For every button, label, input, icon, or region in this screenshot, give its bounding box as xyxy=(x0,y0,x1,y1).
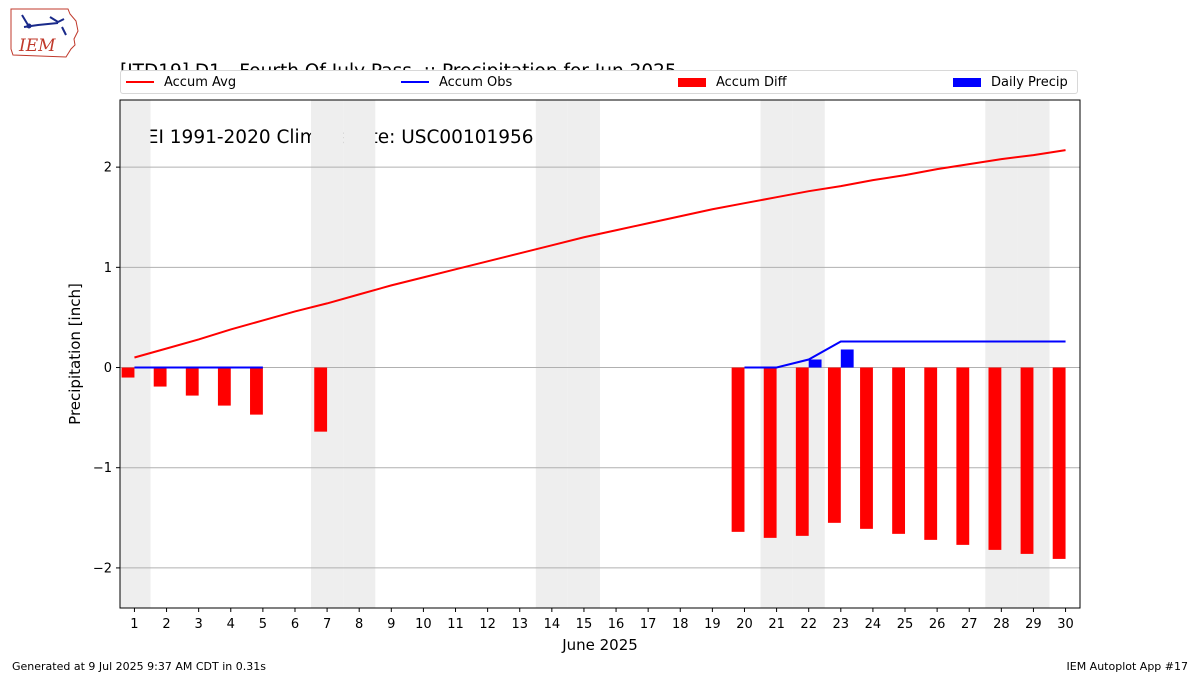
x-tick-label: 3 xyxy=(195,617,203,632)
iowa-map-logo-icon: IEM xyxy=(10,8,79,58)
weekend-band xyxy=(343,100,376,608)
x-tick-label: 5 xyxy=(259,617,267,632)
y-tick-label: −1 xyxy=(93,461,112,476)
iem-logo: IEM xyxy=(8,5,80,59)
y-tick-label: −2 xyxy=(93,561,112,576)
accum-diff-bar xyxy=(153,367,167,387)
chart-legend: Accum Avg Accum Obs Accum Diff Daily Pre… xyxy=(120,70,1078,94)
y-tick-label: 2 xyxy=(104,161,112,176)
x-tick-label: 16 xyxy=(608,617,625,632)
legend-label-accum-obs: Accum Obs xyxy=(439,74,513,90)
x-tick-label: 12 xyxy=(479,617,496,632)
x-tick-label: 1 xyxy=(130,617,138,632)
accum-avg-line xyxy=(134,149,1066,359)
x-tick-label: 27 xyxy=(961,617,978,632)
bars xyxy=(121,349,1066,559)
accum-diff-bar xyxy=(860,367,873,529)
x-tick-label: 20 xyxy=(736,617,753,632)
lines xyxy=(134,149,1066,369)
x-tick-label: 18 xyxy=(672,617,689,632)
x-tick-label: 6 xyxy=(291,617,299,632)
x-tick-label: 14 xyxy=(544,617,561,632)
x-tick-label: 7 xyxy=(323,617,331,632)
weekend-shading xyxy=(120,100,1050,608)
x-tick-label: 30 xyxy=(1057,617,1074,632)
daily-precip-bar xyxy=(808,359,822,368)
accum-diff-bar xyxy=(185,367,199,396)
x-axis-label: June 2025 xyxy=(561,636,638,654)
weekend-band xyxy=(311,100,344,608)
x-tick-label: 4 xyxy=(227,617,235,632)
legend-label-accum-avg: Accum Avg xyxy=(164,74,237,90)
accum-diff-bar xyxy=(217,367,231,406)
x-tick-label: 28 xyxy=(993,617,1010,632)
x-tick-label: 8 xyxy=(355,617,363,632)
accum-diff-bar xyxy=(924,367,938,540)
legend-item-daily-precip: Daily Precip xyxy=(953,71,1068,93)
accum-diff-bar xyxy=(731,367,745,532)
accum-diff-bar xyxy=(795,367,809,536)
x-tick-label: 13 xyxy=(511,617,528,632)
daily-precip-bar xyxy=(840,349,854,368)
legend-label-daily-precip: Daily Precip xyxy=(991,74,1068,90)
x-tick-label: 15 xyxy=(576,617,593,632)
footer-generated: Generated at 9 Jul 2025 9:37 AM CDT in 0… xyxy=(12,660,266,673)
footer-app: IEM Autoplot App #17 xyxy=(1066,660,1189,673)
y-tick-label: 0 xyxy=(104,361,112,376)
x-tick-label: 22 xyxy=(800,617,817,632)
legend-swatch-accum-diff xyxy=(678,77,706,87)
x-tick-label: 9 xyxy=(387,617,395,632)
x-tick-label: 10 xyxy=(415,617,432,632)
accum-diff-bar xyxy=(314,367,328,432)
accum-diff-bar xyxy=(1052,367,1066,559)
accum-diff-bar xyxy=(763,367,777,538)
svg-text:IEM: IEM xyxy=(18,36,56,56)
accum-diff-bar xyxy=(1020,367,1034,554)
accum-diff-bar xyxy=(892,367,906,534)
x-tick-label: 26 xyxy=(929,617,946,632)
accum-diff-bar xyxy=(121,367,135,378)
legend-swatch-daily-precip xyxy=(953,77,981,87)
accum-diff-bar xyxy=(250,367,263,415)
x-tick-label: 17 xyxy=(640,617,657,632)
y-tick-label: 1 xyxy=(104,261,112,276)
x-tick-label: 21 xyxy=(768,617,785,632)
accum-obs-line xyxy=(744,340,1066,369)
x-tick-label: 23 xyxy=(833,617,850,632)
x-tick-label: 19 xyxy=(704,617,721,632)
x-tick-label: 11 xyxy=(447,617,464,632)
weekend-band xyxy=(535,100,568,608)
accum-diff-bar xyxy=(988,367,1002,550)
grid-lines xyxy=(120,166,1080,569)
legend-label-accum-diff: Accum Diff xyxy=(716,74,787,90)
x-tick-label: 24 xyxy=(865,617,882,632)
x-tick-label: 25 xyxy=(897,617,914,632)
weekend-band xyxy=(567,100,600,608)
legend-item-accum-avg: Accum Avg xyxy=(126,71,236,93)
x-tick-label: 29 xyxy=(1025,617,1042,632)
legend-swatch-accum-obs xyxy=(401,81,429,83)
axes-frame xyxy=(119,99,1081,609)
x-tick-label: 2 xyxy=(162,617,170,632)
legend-swatch-accum-avg xyxy=(126,81,154,83)
y-axis-label: Precipitation [inch] xyxy=(66,283,84,425)
legend-item-accum-obs: Accum Obs xyxy=(401,71,512,93)
accum-diff-bar xyxy=(956,367,970,545)
accum-diff-bar xyxy=(827,367,841,523)
legend-item-accum-diff: Accum Diff xyxy=(678,71,787,93)
